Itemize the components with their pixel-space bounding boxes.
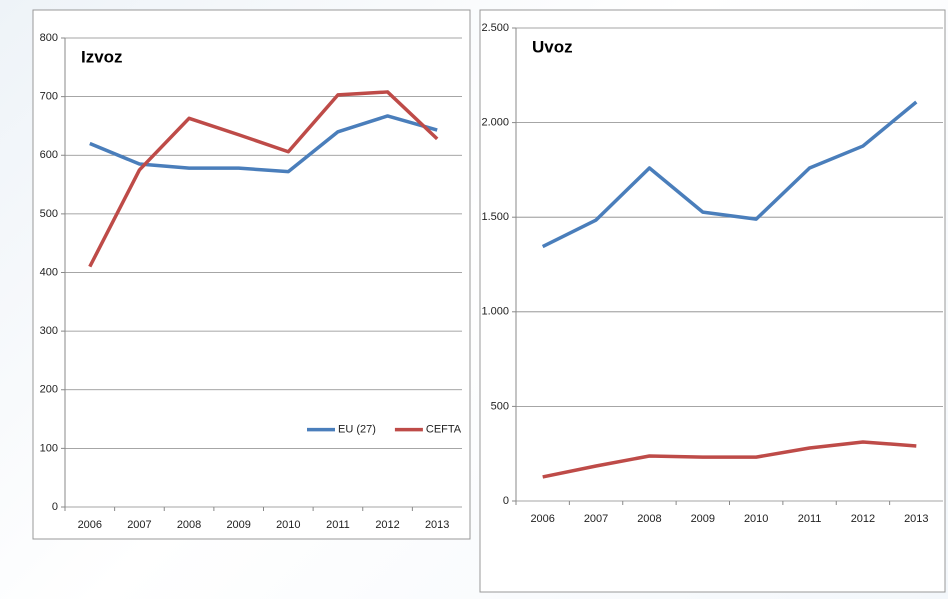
series-line — [542, 440, 917, 479]
x-tick-label: 2008 — [637, 513, 661, 525]
x-tick-label: 2013 — [425, 519, 449, 531]
x-tick-label: 2010 — [744, 513, 768, 525]
x-tick-label: 2007 — [127, 519, 151, 531]
x-tick-label: 2012 — [375, 519, 399, 531]
x-tick-label: 2010 — [276, 519, 300, 531]
legend-label: EU (27) — [338, 424, 376, 436]
chart-title: Uvoz — [532, 37, 573, 56]
x-tick-label: 2011 — [798, 513, 822, 525]
y-tick-label: 800 — [40, 32, 58, 44]
y-tick-label: 1.500 — [481, 211, 509, 223]
x-tick-label: 2012 — [851, 513, 875, 525]
x-tick-label: 2009 — [226, 519, 250, 531]
y-tick-label: 200 — [40, 384, 58, 396]
x-tick-label: 2009 — [691, 513, 715, 525]
x-tick-label: 2008 — [177, 519, 201, 531]
chart-title: Izvoz — [81, 47, 123, 66]
y-tick-label: 500 — [40, 208, 58, 220]
x-tick-label: 2011 — [326, 519, 350, 531]
series-line — [89, 114, 438, 174]
panel — [479, 9, 946, 593]
y-tick-label: 500 — [491, 400, 509, 412]
y-tick-label: 0 — [503, 495, 509, 507]
y-tick-label: 300 — [40, 325, 58, 337]
y-tick-label: 700 — [40, 91, 58, 103]
panel — [32, 9, 471, 540]
legend-label: CEFTA — [426, 424, 462, 436]
x-tick-label: 2013 — [904, 513, 928, 525]
y-tick-label: 0 — [52, 501, 58, 513]
y-tick-label: 1.000 — [481, 306, 509, 318]
y-tick-label: 400 — [40, 266, 58, 278]
x-tick-label: 2006 — [78, 519, 102, 531]
x-tick-label: 2006 — [530, 513, 554, 525]
series-line — [88, 90, 439, 268]
x-tick-label: 2007 — [584, 513, 608, 525]
y-tick-label: 2.500 — [481, 22, 509, 34]
y-tick-label: 2.000 — [481, 117, 509, 129]
y-tick-label: 600 — [40, 149, 58, 161]
y-tick-label: 100 — [40, 442, 58, 454]
series-line — [541, 100, 918, 249]
